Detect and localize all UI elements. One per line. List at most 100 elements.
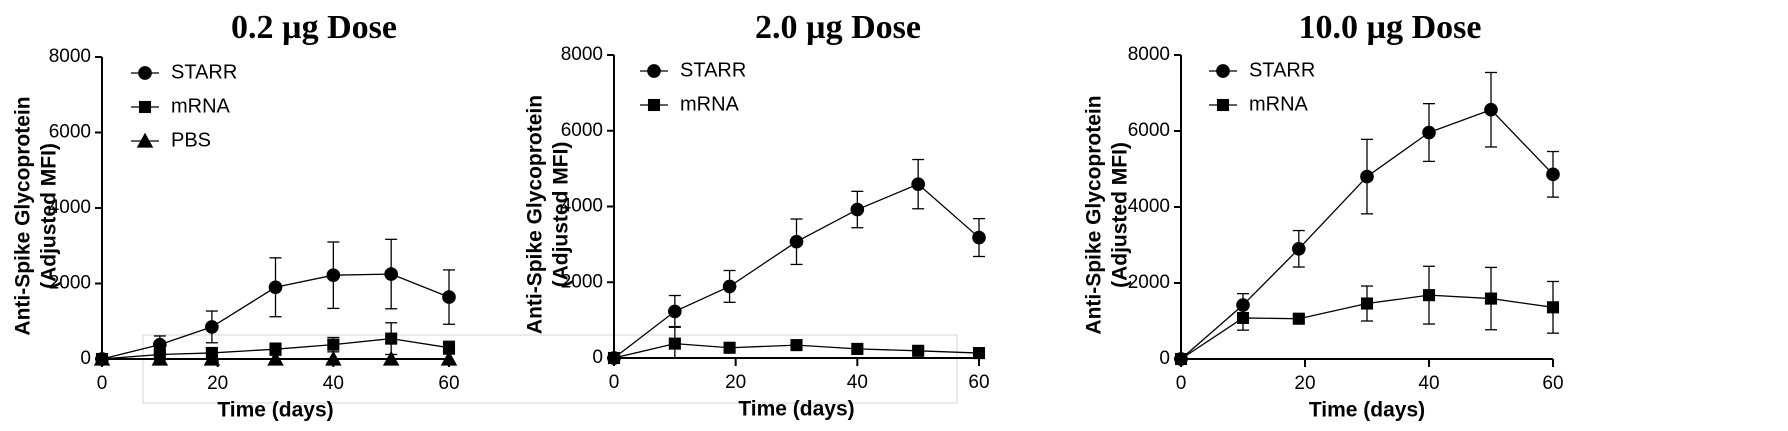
data-point xyxy=(153,337,167,352)
panel-3: 10.0 µg Dose 0 2000 4000 6000 8000 0 20 40 60 Time… xyxy=(1083,9,1564,422)
y-tick-label: 0 xyxy=(1159,348,1170,369)
data-point xyxy=(851,342,864,355)
data-point xyxy=(1236,298,1250,312)
y-axis-title-line2: (Adjusted MFI) xyxy=(1109,142,1132,288)
data-point xyxy=(1546,167,1560,182)
legend-label: STARR xyxy=(1249,59,1315,81)
data-point xyxy=(1291,241,1306,256)
legend-label: STARR xyxy=(171,61,237,83)
data-point xyxy=(668,337,681,350)
x-tick-label: 0 xyxy=(1176,373,1187,394)
data-point xyxy=(1422,289,1436,302)
data-point xyxy=(723,341,736,354)
data-point xyxy=(1546,301,1560,314)
data-point xyxy=(269,343,282,356)
y-tick-label: 4000 xyxy=(49,197,91,218)
data-point xyxy=(972,347,986,360)
data-point xyxy=(1484,102,1498,117)
panel-title: 10.0 µg Dose xyxy=(1299,9,1482,46)
data-point xyxy=(203,350,221,366)
legend-marker-square xyxy=(647,98,661,112)
y-tick-label: 2000 xyxy=(1128,272,1170,293)
legend-item-mrna: mRNA xyxy=(640,93,740,115)
series-mrna xyxy=(607,325,986,365)
panel-title: 0.2 µg Dose xyxy=(231,9,397,46)
y-axis-title-line2: (Adjusted MFI) xyxy=(550,142,573,288)
data-point xyxy=(1174,352,1188,366)
legend-label: mRNA xyxy=(171,95,231,117)
data-point xyxy=(912,344,925,357)
legend-marker-square xyxy=(138,100,152,114)
data-point xyxy=(205,320,219,334)
x-axis-title: Time (days) xyxy=(1309,399,1425,422)
data-point xyxy=(268,280,283,295)
data-point xyxy=(850,202,865,217)
x-tick-label: 60 xyxy=(438,373,459,394)
legend-label: STARR xyxy=(680,59,746,81)
data-point xyxy=(384,267,398,281)
legend-marker-triangle xyxy=(136,132,154,148)
x-tick-label: 20 xyxy=(207,373,228,394)
data-point xyxy=(325,350,342,366)
series-starr xyxy=(607,158,986,365)
series-mrna xyxy=(1174,265,1560,366)
panel-2: 2.0 µg Dose 0 2000 4000 6000 8000 0 20 40 60 Time … xyxy=(524,9,990,421)
x-axis-title: Time (days) xyxy=(738,398,854,421)
data-point xyxy=(722,279,737,294)
series-pbs xyxy=(93,350,458,366)
data-point xyxy=(382,350,400,366)
panel-1: 0.2 µg Dose 0 2000 4000 6000 8000 0 20 40 60 Time … xyxy=(12,9,460,422)
y-tick-label: 0 xyxy=(592,347,603,368)
y-tick-label: 4000 xyxy=(1128,196,1170,217)
data-point xyxy=(1360,169,1374,184)
data-point xyxy=(442,341,456,354)
data-point xyxy=(1484,292,1498,305)
y-tick-label: 0 xyxy=(80,348,91,369)
legend-marker-circle xyxy=(1216,64,1230,78)
x-tick-label: 20 xyxy=(1294,373,1315,394)
x-tick-label: 40 xyxy=(847,372,868,393)
legend-marker-circle xyxy=(647,64,661,78)
y-tick-label: 8000 xyxy=(561,44,603,65)
legend-item-mrna: mRNA xyxy=(131,95,231,117)
data-point xyxy=(1422,125,1436,140)
data-point xyxy=(911,177,925,191)
data-point xyxy=(790,339,803,352)
data-point xyxy=(972,230,986,245)
legend-label: mRNA xyxy=(1249,93,1309,115)
data-point xyxy=(326,268,341,283)
panel-title: 2.0 µg Dose xyxy=(755,9,921,46)
x-tick-label: 40 xyxy=(323,373,344,394)
y-tick-label: 2000 xyxy=(49,273,91,294)
y-tick-label: 8000 xyxy=(1128,44,1170,65)
y-tick-label: 6000 xyxy=(561,120,603,141)
series-starr xyxy=(95,238,456,366)
series-line xyxy=(613,183,980,359)
y-tick-label: 8000 xyxy=(49,46,91,67)
x-tick-label: 20 xyxy=(725,372,746,393)
x-axis-title: Time (days) xyxy=(217,399,333,422)
y-tick-label: 6000 xyxy=(49,122,91,143)
x-tick-label: 0 xyxy=(97,373,108,394)
y-axis-title-line2: (Adjusted MFI) xyxy=(38,143,61,289)
y-tick-label: 6000 xyxy=(1128,120,1170,141)
legend-label: PBS xyxy=(171,129,211,151)
legend-label: mRNA xyxy=(680,93,740,115)
data-point xyxy=(327,338,340,351)
data-point xyxy=(151,350,169,366)
series-starr xyxy=(1174,71,1560,366)
data-point xyxy=(668,304,682,319)
data-point xyxy=(789,234,804,249)
legend-item-starr: STARR xyxy=(1209,59,1315,81)
y-tick-label: 4000 xyxy=(561,196,603,217)
x-tick-label: 60 xyxy=(968,372,989,393)
data-point xyxy=(385,332,398,345)
data-point xyxy=(442,290,456,304)
legend-item-starr: STARR xyxy=(131,61,237,83)
x-tick-label: 0 xyxy=(609,372,620,393)
data-point xyxy=(1236,311,1250,325)
x-tick-label: 60 xyxy=(1542,373,1563,394)
legend-marker-circle xyxy=(138,66,152,80)
legend-item-pbs: PBS xyxy=(131,129,211,151)
